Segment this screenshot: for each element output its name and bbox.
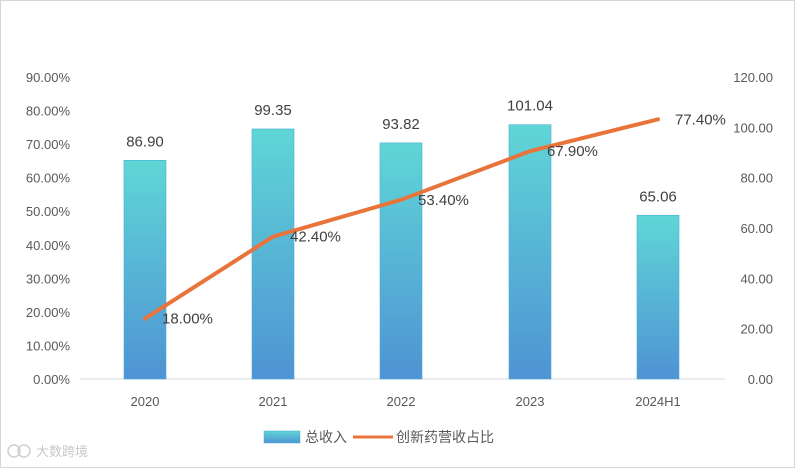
line-data-label: 67.90% (547, 143, 598, 160)
left-axis-tick-label: 0.00% (33, 372, 70, 387)
x-axis-tick-labels: 2020 2021 2022 2023 2024H1 (131, 394, 681, 409)
x-axis-tick-label: 2022 (387, 394, 416, 409)
watermark-logo-icon (7, 444, 31, 458)
right-axis-tick-labels: 0.00 20.00 40.00 60.00 80.00 100.00 120.00 (733, 70, 773, 387)
right-axis-tick-label: 40.00 (740, 271, 773, 286)
right-axis-tick-label: 100.00 (733, 120, 773, 135)
x-axis-tick-label: 2020 (131, 394, 160, 409)
bar-data-label: 65.06 (639, 188, 677, 205)
line-data-label: 18.00% (162, 311, 213, 328)
bar (636, 214, 680, 380)
line-data-label: 53.40% (418, 192, 469, 209)
left-axis-tick-label: 10.00% (26, 338, 71, 353)
legend-label-line: 创新药营收占比 (396, 430, 494, 446)
left-axis-tick-label: 80.00% (26, 104, 71, 119)
left-axis-tick-label: 60.00% (26, 171, 71, 186)
legend-swatch-bar (263, 430, 301, 444)
bar-data-label: 99.35 (254, 102, 292, 119)
right-axis-tick-label: 0.00 (748, 372, 773, 387)
x-axis-tick-label: 2023 (516, 394, 545, 409)
left-axis-tick-label: 70.00% (26, 137, 71, 152)
bar-data-label: 93.82 (382, 116, 420, 133)
left-axis-tick-label: 20.00% (26, 305, 71, 320)
bar-data-label: 86.90 (126, 133, 164, 150)
left-axis-tick-label: 40.00% (26, 238, 71, 253)
watermark: 大数跨境 (7, 444, 88, 460)
bar (251, 128, 295, 380)
bar-data-label: 101.04 (507, 98, 553, 115)
right-axis-tick-label: 80.00 (740, 171, 773, 186)
right-axis-tick-label: 120.00 (733, 70, 773, 85)
right-axis-tick-label: 20.00 (740, 322, 773, 337)
bar-series (123, 124, 680, 380)
line-data-label: 42.40% (290, 229, 341, 246)
left-axis-tick-label: 50.00% (26, 204, 71, 219)
bar (379, 142, 423, 380)
left-axis-tick-labels: 0.00% 10.00% 20.00% 30.00% 40.00% 50.00% 60.00… (26, 70, 71, 387)
x-axis-tick-label: 2021 (259, 394, 288, 409)
bar-data-labels: 86.90 99.35 93.82 101.04 65.06 (126, 98, 677, 206)
legend: 总收入 创新药营收占比 (263, 430, 494, 446)
bar (123, 160, 167, 380)
watermark-text: 大数跨境 (36, 445, 88, 460)
line-data-label: 77.40% (675, 111, 726, 128)
legend-label-bar: 总收入 (305, 430, 347, 446)
right-axis-tick-label: 60.00 (740, 221, 773, 236)
left-axis-tick-label: 30.00% (26, 271, 71, 286)
line-data-labels: 18.00% 42.40% 53.40% 67.90% 77.40% (162, 111, 726, 327)
bar (508, 124, 552, 380)
x-axis-tick-label: 2024H1 (635, 394, 681, 409)
left-axis-tick-label: 90.00% (26, 70, 71, 85)
line-series (143, 117, 660, 321)
